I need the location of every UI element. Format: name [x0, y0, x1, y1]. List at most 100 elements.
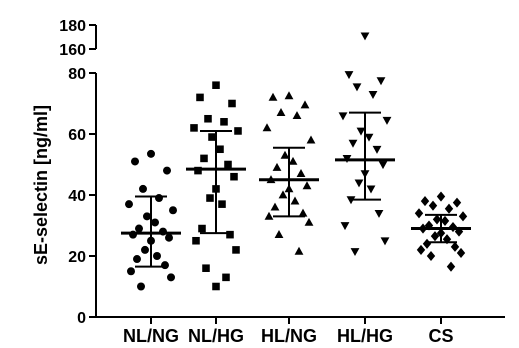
data-point: [420, 196, 430, 207]
y-tick-label: 0: [77, 310, 86, 327]
data-point: [426, 250, 436, 262]
data-point: [340, 222, 350, 231]
data-point: [234, 127, 242, 135]
axis-labels: 0 20 40 60 80 160 180 NL/NG NL/HG HL/NG HL/HG CS sE-…: [31, 18, 454, 346]
data-point: [167, 273, 175, 282]
data-point: [292, 111, 302, 120]
data-point: [338, 112, 348, 121]
data-point: [306, 135, 316, 144]
data-point: [368, 90, 378, 99]
data-point: [192, 236, 200, 245]
data-point: [216, 145, 224, 154]
data-point: [414, 208, 424, 219]
data-point: [304, 217, 314, 226]
data-point: [141, 245, 149, 254]
y-tick-label: 20: [68, 249, 86, 266]
data-point: [194, 166, 202, 175]
data-point: [354, 179, 364, 188]
data-point: [284, 91, 294, 100]
data-point: [444, 203, 454, 214]
data-point: [232, 246, 240, 254]
data-point: [208, 133, 216, 141]
data-point: [220, 118, 228, 126]
group-nl-hg: [186, 81, 246, 291]
data-point: [153, 252, 161, 260]
data-point: [300, 100, 310, 109]
data-point: [372, 145, 382, 154]
data-point: [278, 190, 288, 199]
data-point: [204, 114, 212, 123]
data-point: [430, 231, 440, 242]
data-point: [436, 191, 446, 202]
data-point: [226, 230, 234, 239]
data-point: [200, 154, 208, 163]
data-point: [198, 224, 206, 233]
data-point: [458, 211, 468, 222]
data-point: [151, 218, 159, 227]
data-point: [422, 238, 432, 249]
data-point: [298, 208, 308, 217]
data-point: [274, 230, 284, 239]
data-point: [374, 209, 384, 218]
data-point: [360, 32, 370, 41]
data-point: [380, 237, 390, 246]
data-point: [378, 161, 388, 170]
data-point: [348, 139, 358, 148]
data-point: [352, 83, 362, 92]
data-point: [276, 108, 286, 117]
data-point: [456, 247, 466, 258]
data-point: [452, 197, 462, 208]
data-point: [155, 194, 163, 203]
data-point: [450, 241, 460, 252]
data-point: [228, 99, 236, 108]
data-point: [288, 156, 298, 165]
data-point: [382, 116, 392, 125]
data-point: [125, 200, 133, 209]
y-tick-label: 180: [59, 18, 86, 35]
data-point: [147, 149, 155, 158]
group-cs: [411, 191, 471, 272]
y-axis-title: sE-selectin [ng/ml]: [31, 105, 51, 265]
data-marks: [121, 32, 471, 291]
data-point: [280, 150, 290, 159]
data-point: [294, 246, 304, 255]
data-point: [196, 93, 204, 102]
data-point: [127, 267, 135, 276]
data-point: [137, 282, 145, 291]
data-point: [356, 127, 366, 136]
data-point: [133, 255, 141, 264]
group-hl-ng: [259, 91, 319, 255]
data-point: [446, 261, 456, 272]
data-point: [262, 123, 272, 132]
data-point: [206, 194, 214, 202]
data-point: [366, 185, 376, 194]
data-point: [350, 248, 360, 257]
data-point: [224, 160, 232, 169]
data-point: [165, 233, 173, 242]
data-point: [376, 77, 386, 86]
x-tick-label: CS: [428, 326, 453, 346]
data-point: [272, 162, 282, 171]
data-point: [268, 92, 278, 101]
data-point: [432, 214, 442, 225]
data-point: [364, 133, 374, 142]
data-point: [212, 282, 220, 291]
data-point: [440, 215, 450, 226]
data-point: [264, 211, 274, 220]
y-tick-label: 60: [68, 127, 86, 144]
data-point: [169, 206, 177, 215]
data-point: [143, 212, 151, 221]
data-point: [416, 244, 426, 255]
data-point: [230, 172, 238, 181]
y-tick-label: 40: [68, 188, 86, 205]
axes: [89, 24, 505, 324]
x-tick-label: NL/NG: [123, 326, 179, 346]
data-point: [131, 157, 139, 166]
x-tick-label: NL/HG: [188, 326, 244, 346]
data-point: [428, 200, 438, 211]
data-point: [202, 264, 210, 272]
data-point: [190, 124, 198, 132]
x-tick-label: HL/NG: [261, 326, 317, 346]
y-tick-label: 80: [68, 66, 86, 83]
